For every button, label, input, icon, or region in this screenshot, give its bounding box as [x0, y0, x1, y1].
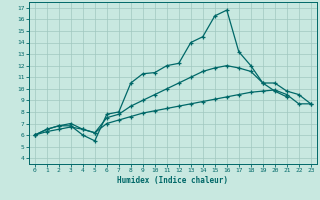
X-axis label: Humidex (Indice chaleur): Humidex (Indice chaleur)	[117, 176, 228, 185]
